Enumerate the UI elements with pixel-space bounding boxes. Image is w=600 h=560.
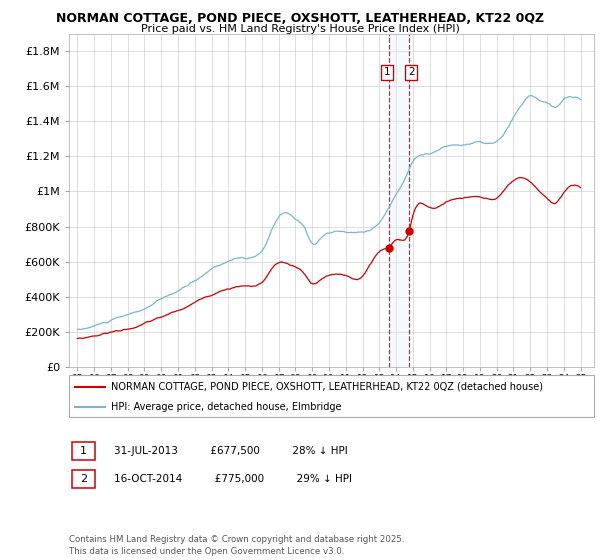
Text: Price paid vs. HM Land Registry's House Price Index (HPI): Price paid vs. HM Land Registry's House … [140, 24, 460, 34]
Text: 16-OCT-2014          £775,000          29% ↓ HPI: 16-OCT-2014 £775,000 29% ↓ HPI [114, 474, 352, 484]
Text: Contains HM Land Registry data © Crown copyright and database right 2025.: Contains HM Land Registry data © Crown c… [69, 535, 404, 544]
Bar [389, 34, 409, 367]
Text: 2: 2 [80, 474, 87, 484]
Text: NORMAN COTTAGE, POND PIECE, OXSHOTT, LEATHERHEAD, KT22 0QZ: NORMAN COTTAGE, POND PIECE, OXSHOTT, LEA… [56, 12, 544, 25]
Text: 31-JUL-2013          £677,500          28% ↓ HPI: 31-JUL-2013 £677,500 28% ↓ HPI [114, 446, 348, 456]
Text: NORMAN COTTAGE, POND PIECE, OXSHOTT, LEATHERHEAD, KT22 0QZ (detached house): NORMAN COTTAGE, POND PIECE, OXSHOTT, LEA… [111, 382, 543, 392]
Text: 2: 2 [408, 67, 415, 77]
Text: HPI: Average price, detached house, Elmbridge: HPI: Average price, detached house, Elmb… [111, 402, 341, 412]
Text: This data is licensed under the Open Government Licence v3.0.: This data is licensed under the Open Gov… [69, 547, 344, 556]
Text: 1: 1 [80, 446, 87, 456]
Text: 1: 1 [384, 67, 391, 77]
